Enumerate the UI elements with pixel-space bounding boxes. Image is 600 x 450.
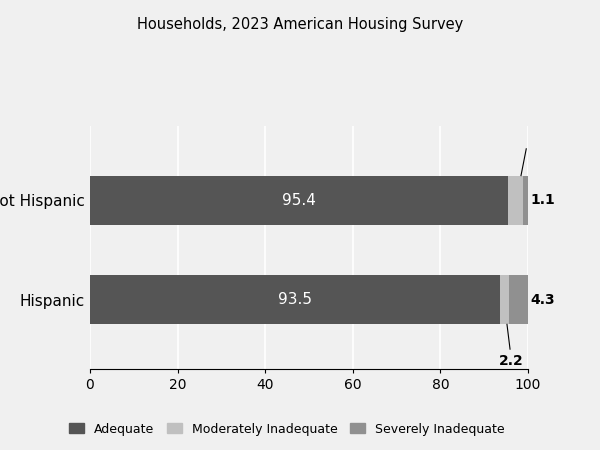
Text: 1.1: 1.1 (530, 194, 555, 207)
Bar (523, 176, 528, 225)
Text: 4.3: 4.3 (530, 292, 555, 306)
Legend: Adequate, Moderately Inadequate, Severely Inadequate: Adequate, Moderately Inadequate, Severel… (64, 418, 510, 441)
Text: 2.2: 2.2 (499, 354, 524, 368)
Text: 95.4: 95.4 (282, 193, 316, 208)
Text: Households, 2023 American Housing Survey: Households, 2023 American Housing Survey (137, 17, 463, 32)
Bar (90, 176, 508, 225)
Text: 93.5: 93.5 (278, 292, 312, 307)
Bar (508, 176, 523, 225)
Bar (90, 275, 500, 324)
Bar (500, 275, 509, 324)
Bar (509, 275, 528, 324)
